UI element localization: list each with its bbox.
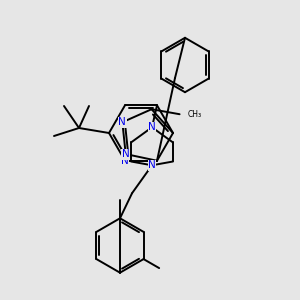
Text: N: N — [148, 122, 156, 132]
Text: N: N — [122, 149, 130, 159]
Text: N: N — [118, 117, 126, 127]
Text: N: N — [148, 160, 156, 170]
Text: N: N — [121, 156, 129, 166]
Text: CH₃: CH₃ — [188, 110, 202, 119]
